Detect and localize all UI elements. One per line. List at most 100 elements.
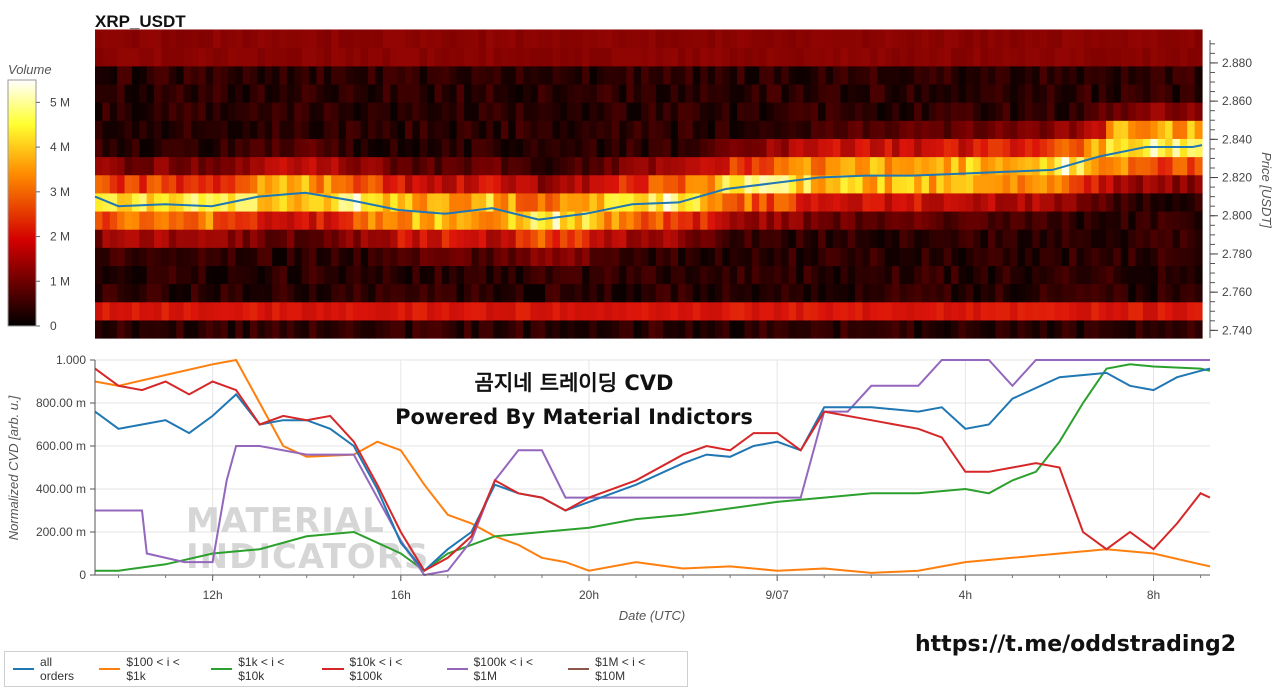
heatmap-cell [139, 156, 148, 176]
heatmap-cell [139, 65, 148, 85]
heatmap-cell [678, 301, 686, 321]
legend-item[interactable]: $100k < i < $1M [446, 655, 557, 683]
heatmap-cell [412, 29, 421, 49]
heatmap-cell [154, 29, 163, 49]
heatmap-cell [951, 229, 960, 248]
heatmap-cell [545, 229, 554, 248]
heatmap-cell [242, 83, 251, 103]
heatmap-cell [368, 29, 377, 49]
heatmap-cell [943, 83, 952, 103]
heatmap-cell [574, 138, 583, 158]
heatmap-cell [523, 156, 532, 176]
cvd-x-tick-label: 9/07 [765, 588, 789, 602]
heatmap-cell [375, 138, 384, 158]
heatmap-cell [1024, 283, 1033, 303]
heatmap-cell [117, 229, 126, 248]
heatmap-cell [471, 229, 480, 248]
heatmap-cell [434, 120, 443, 139]
heatmap-cell [530, 265, 539, 285]
heatmap-cell [810, 156, 819, 176]
heatmap-cell [95, 319, 103, 339]
heatmap-cell [213, 47, 222, 67]
heatmap-cell [176, 210, 185, 230]
heatmap-cell [707, 319, 716, 339]
heatmap-cell [840, 102, 849, 121]
heatmap-cell [714, 319, 723, 339]
heatmap-cell [899, 65, 908, 85]
heatmap-cell [840, 83, 849, 103]
heatmap-cell [1113, 192, 1122, 212]
heatmap-cell [227, 156, 236, 176]
heatmap-cell [1106, 138, 1115, 158]
heatmap-cell [855, 210, 864, 230]
heatmap-cell [390, 138, 399, 158]
cvd-x-tick-label: 4h [959, 588, 972, 602]
legend-item[interactable]: all orders [13, 655, 87, 683]
heatmap-cell [168, 47, 177, 67]
heatmap-cell [589, 47, 598, 67]
legend-item[interactable]: $1M < i < $10M [568, 655, 675, 683]
heatmap-cell [1135, 192, 1144, 212]
heatmap-cell [1150, 247, 1159, 267]
heatmap-cell [109, 29, 118, 49]
heatmap-cell [309, 174, 317, 194]
legend-item[interactable]: $10k < i < $100k [322, 655, 434, 683]
heatmap-cell [1142, 174, 1151, 194]
heatmap-cell [131, 102, 140, 121]
heatmap-cell [670, 102, 679, 121]
heatmap-cell [714, 210, 723, 230]
telegram-link[interactable]: https://t.me/oddstrading2 [915, 632, 1237, 657]
heatmap-cell [714, 229, 723, 248]
price-axis-tick-label: 2.760 [1222, 285, 1252, 299]
heatmap-cell [951, 156, 960, 176]
heatmap-cell [914, 247, 923, 267]
heatmap-cell [1076, 283, 1085, 303]
heatmap-cell [1150, 210, 1159, 230]
heatmap-cell [1010, 247, 1019, 267]
heatmap-cell [892, 229, 901, 248]
legend-item[interactable]: $100 < i < $1k [99, 655, 199, 683]
legend-item[interactable]: $1k < i < $10k [211, 655, 310, 683]
heatmap-cell [862, 174, 871, 194]
heatmap-cell [456, 174, 465, 194]
heatmap-cell [397, 192, 406, 212]
heatmap-cell [810, 174, 819, 194]
heatmap-cell [1187, 120, 1196, 139]
heatmap-cell [1061, 265, 1070, 285]
heatmap-cell [264, 120, 273, 139]
heatmap-cell [641, 174, 650, 194]
heatmap-cell [161, 174, 170, 194]
heatmap-cell [530, 319, 539, 339]
heatmap-cell [899, 83, 908, 103]
heatmap-cell [951, 192, 960, 212]
heatmap-cell [537, 283, 546, 303]
heatmap-cell [1128, 319, 1137, 339]
heatmap-cell [449, 156, 458, 176]
heatmap-cell [862, 102, 871, 121]
heatmap-cell [213, 120, 222, 139]
heatmap-cell [936, 174, 945, 194]
heatmap-cell [382, 29, 391, 49]
heatmap-cell [980, 29, 989, 49]
heatmap-cell [1076, 301, 1085, 321]
heatmap-cell [139, 102, 148, 121]
heatmap-cell [124, 120, 133, 139]
legend-label: $1M < i < $10M [595, 655, 646, 683]
heatmap-cell [471, 156, 480, 176]
heatmap-cell [1150, 229, 1159, 248]
heatmap-cell [729, 83, 738, 103]
heatmap-cell [633, 283, 642, 303]
heatmap-cell [618, 138, 627, 158]
heatmap-cell [471, 192, 480, 212]
heatmap-cell [257, 210, 266, 230]
heatmap-cell [722, 301, 731, 321]
heatmap-cell [596, 210, 605, 230]
heatmap-cell [833, 83, 841, 103]
heatmap-cell [1010, 138, 1019, 158]
heatmap-cell [1179, 265, 1188, 285]
heatmap-cell [264, 192, 273, 212]
heatmap-cell [368, 283, 377, 303]
heatmap-cell [1047, 29, 1055, 49]
heatmap-cell [552, 247, 561, 267]
heatmap-cell [1194, 156, 1203, 176]
